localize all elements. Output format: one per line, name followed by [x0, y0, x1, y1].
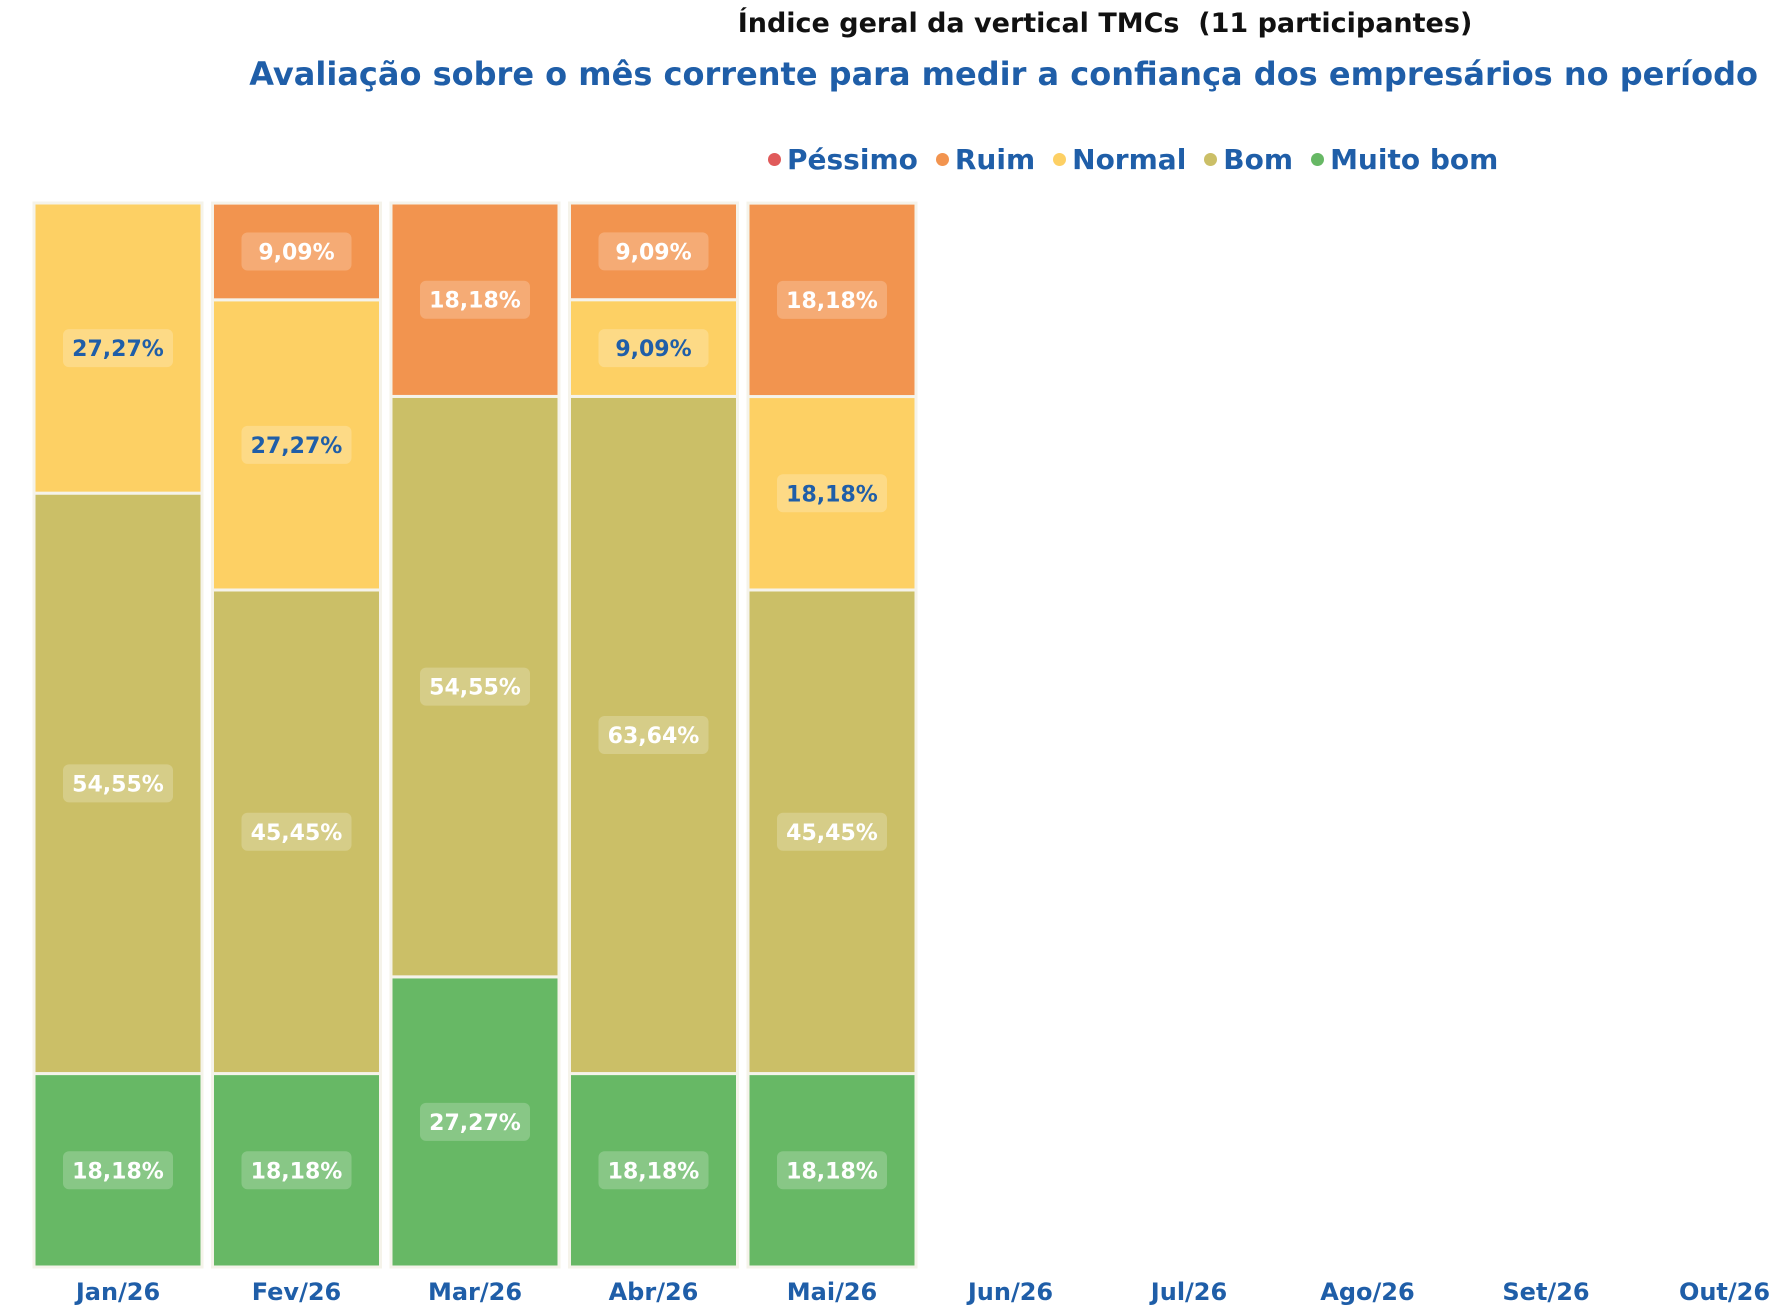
legend-marker — [1311, 153, 1325, 166]
data-label-bg — [63, 1151, 173, 1190]
x-tick-label: Abr/26 — [609, 1278, 699, 1306]
data-label-bg — [241, 812, 352, 851]
data-label: 9,09% — [615, 337, 691, 362]
legend-marker — [1053, 153, 1067, 166]
data-label-bg — [598, 1151, 709, 1190]
legend-label: Muito bom — [1330, 143, 1499, 176]
data-label-bg — [420, 1102, 530, 1141]
data-label-bg — [420, 667, 530, 706]
bar-group-jan-26: 18,18% 54,55% 27,27% — [32, 201, 204, 1269]
legend-marker — [1204, 153, 1218, 166]
legend-label: Ruim — [954, 143, 1036, 176]
x-tick-label: Set/26 — [1502, 1278, 1589, 1306]
bar-segment-bom[interactable] — [746, 588, 918, 1076]
data-label-bg — [598, 329, 709, 368]
data-label-bg — [63, 329, 173, 368]
bar-group-mai-26: 18,18% 45,45% 18,18% 18,18% — [746, 201, 918, 1269]
data-label: 27,27% — [429, 1111, 521, 1136]
data-label-bg — [63, 764, 173, 803]
bar-segment-bom[interactable] — [389, 394, 561, 979]
data-label: 63,64% — [608, 724, 700, 749]
bar-segment-ruim[interactable] — [568, 201, 739, 302]
bar-segment-bom[interactable] — [32, 491, 204, 1076]
data-label-bg — [420, 280, 530, 319]
x-tick-label: Fev/26 — [252, 1278, 342, 1306]
bar-segment-muito-bom[interactable] — [389, 975, 561, 1269]
bar-group-mar-26: 27,27% 54,55% 18,18% — [389, 201, 561, 1269]
legend-label: Normal — [1072, 143, 1187, 176]
bar-group-fev-26: 18,18% 45,45% 27,27% 9,09% — [211, 201, 382, 1269]
x-tick-label: Mar/26 — [428, 1278, 522, 1306]
data-label-bg — [777, 1151, 887, 1190]
legend-marker — [935, 153, 949, 166]
data-label: 18,18% — [608, 1159, 700, 1184]
data-label-bg — [241, 425, 352, 464]
legend-item-ruim[interactable]: Ruim — [935, 143, 1036, 176]
chart-title: Índice geral da vertical TMCs (11 partic… — [737, 8, 1473, 39]
bar-segment-muito-bom[interactable] — [746, 1072, 918, 1269]
legend-marker — [768, 153, 781, 166]
legend-label: Bom — [1223, 143, 1294, 176]
data-label: 27,27% — [251, 434, 343, 459]
bar-segment-normal[interactable] — [211, 298, 382, 592]
bar-segment-ruim[interactable] — [211, 201, 382, 302]
data-label: 54,55% — [429, 676, 521, 701]
bar-segment-muito-bom[interactable] — [32, 1072, 204, 1269]
data-label: 27,27% — [72, 337, 164, 362]
data-label: 18,18% — [72, 1159, 164, 1184]
x-tick-label: Jun/26 — [966, 1278, 1053, 1306]
legend: Péssimo Ruim Normal Bom Muito bom — [768, 143, 1498, 176]
data-label-bg — [241, 1151, 352, 1190]
legend-item-bom[interactable]: Bom — [1204, 143, 1293, 176]
data-label-bg — [777, 280, 887, 319]
legend-item-normal[interactable]: Normal — [1053, 143, 1186, 176]
bar-segment-ruim[interactable] — [389, 201, 561, 398]
data-label-bg — [598, 232, 709, 271]
data-label: 54,55% — [72, 772, 164, 797]
x-tick-label: Jul/26 — [1149, 1278, 1227, 1306]
legend-item-pessimo[interactable]: Péssimo — [768, 143, 918, 176]
data-label: 9,09% — [258, 240, 334, 265]
bar-segment-bom[interactable] — [568, 394, 739, 1076]
bar-segment-normal[interactable] — [32, 201, 204, 495]
legend-label: Péssimo — [787, 143, 918, 176]
x-tick-label: Out/26 — [1679, 1278, 1770, 1306]
bar-segment-bom[interactable] — [211, 588, 382, 1076]
chart-subtitle: Avaliação sobre o mês corrente para medi… — [249, 55, 1758, 93]
x-tick-label: Ago/26 — [1320, 1278, 1414, 1306]
data-label-bg — [777, 812, 887, 851]
legend-item-muito-bom[interactable]: Muito bom — [1311, 143, 1498, 176]
x-tick-label: Jan/26 — [74, 1278, 160, 1306]
data-label: 18,18% — [429, 289, 521, 314]
data-label: 45,45% — [786, 821, 878, 846]
data-label: 9,09% — [615, 240, 691, 265]
bar-segment-muito-bom[interactable] — [568, 1072, 739, 1269]
data-label: 18,18% — [251, 1159, 343, 1184]
data-label: 18,18% — [786, 1159, 878, 1184]
x-tick-label: Mai/26 — [787, 1278, 877, 1306]
bar-segment-ruim[interactable] — [746, 201, 918, 399]
bar-group-abr-26: 18,18% 63,64% 9,09% 9,09% — [568, 201, 739, 1269]
data-label-bg — [598, 716, 709, 754]
data-label: 18,18% — [786, 482, 878, 507]
data-label: 45,45% — [251, 821, 343, 846]
bar-segment-muito-bom[interactable] — [211, 1072, 382, 1269]
data-label: 18,18% — [786, 289, 878, 314]
data-label-bg — [777, 474, 887, 513]
data-label-bg — [241, 232, 352, 271]
